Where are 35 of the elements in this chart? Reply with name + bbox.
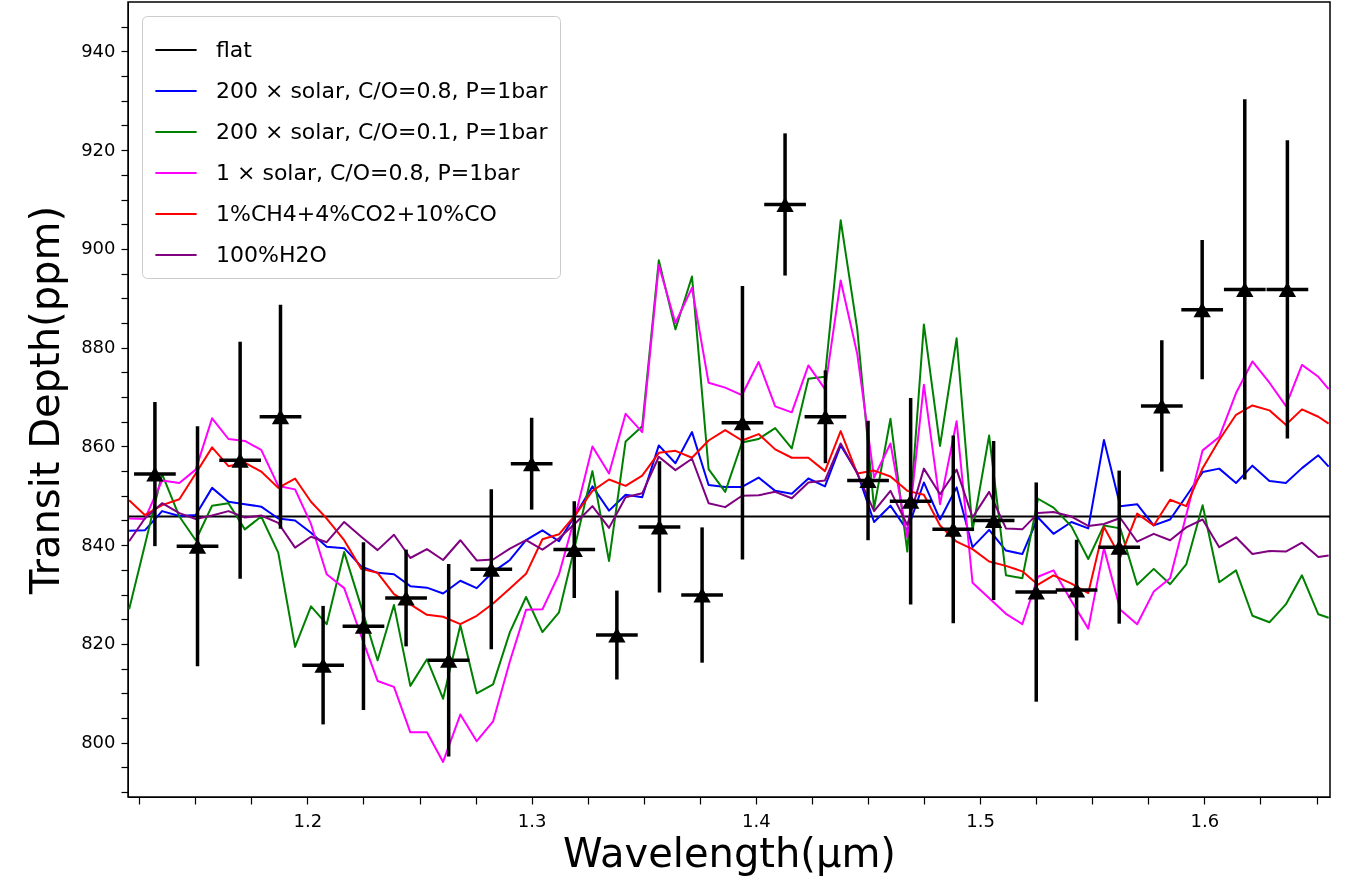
legend-label: 200 × solar, C/O=0.1, P=1bar bbox=[216, 119, 549, 144]
y-tick-label: 880 bbox=[81, 336, 116, 358]
point bbox=[1153, 398, 1171, 414]
y-axis-title: Transit Depth(ppm) bbox=[22, 205, 69, 596]
x-tick-label: 1.3 bbox=[517, 809, 547, 831]
line-series bbox=[128, 442, 1330, 562]
y-tick-label: 920 bbox=[81, 138, 116, 160]
y-tick-label: 900 bbox=[81, 237, 116, 259]
line-series bbox=[128, 219, 1330, 700]
y-tick-label: 940 bbox=[81, 39, 116, 61]
x-tick-label: 1.2 bbox=[293, 809, 323, 831]
point bbox=[231, 452, 249, 468]
point bbox=[397, 590, 415, 606]
line-series bbox=[128, 404, 1330, 626]
point bbox=[693, 587, 711, 603]
legend-label: 1 × solar, C/O=0.8, P=1bar bbox=[216, 160, 521, 185]
y-tick-label: 820 bbox=[81, 632, 116, 654]
legend-label: flat bbox=[216, 37, 253, 62]
line-series bbox=[128, 264, 1330, 763]
point bbox=[1193, 302, 1211, 318]
x-axis-title: Wavelength(µm) bbox=[563, 829, 896, 876]
x-tick-label: 1.5 bbox=[966, 809, 995, 831]
legend-label: 100%H2O bbox=[216, 242, 327, 267]
legend-label: 200 × solar, C/O=0.8, P=1bar bbox=[216, 78, 549, 103]
y-tick-label: 840 bbox=[81, 533, 116, 555]
legend-label: 1%CH4+4%CO2+10%CO bbox=[216, 201, 497, 226]
point bbox=[565, 542, 583, 558]
point bbox=[146, 466, 164, 482]
line-series bbox=[128, 431, 1330, 595]
y-tick-label: 860 bbox=[81, 434, 116, 456]
x-tick-label: 1.6 bbox=[1190, 809, 1220, 831]
y-tick-label: 800 bbox=[81, 731, 116, 753]
point bbox=[608, 627, 626, 643]
x-tick-label: 1.4 bbox=[742, 809, 771, 831]
point bbox=[523, 456, 541, 472]
